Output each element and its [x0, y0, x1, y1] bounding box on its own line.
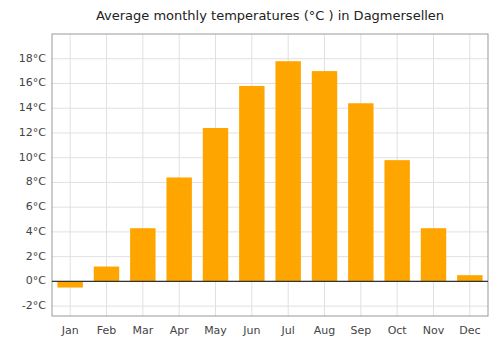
y-grid-line	[52, 306, 488, 307]
y-grid-line	[52, 207, 488, 208]
x-tick-label: Dec	[459, 324, 480, 337]
bar	[166, 177, 191, 281]
grid	[52, 34, 488, 316]
y-tick-label: 4°C	[26, 225, 46, 238]
bar	[275, 61, 300, 281]
x-tick-label: Jan	[61, 324, 79, 337]
x-tick-label: May	[204, 324, 227, 337]
chart: Average monthly temperatures (°C ) in Da…	[0, 0, 500, 350]
bar	[239, 86, 264, 281]
x-tick-label: Sep	[350, 324, 371, 337]
y-tick-label: -2°C	[22, 299, 46, 312]
bar	[94, 267, 119, 282]
x-tick-label: Apr	[170, 324, 190, 337]
y-tick-label: 0°C	[26, 274, 46, 287]
y-grid-line	[52, 58, 488, 59]
y-grid-line	[52, 157, 488, 158]
y-tick-label: 16°C	[19, 76, 46, 89]
x-tick-label: Oct	[388, 324, 408, 337]
y-grid-line	[52, 132, 488, 133]
y-tick-label: 12°C	[19, 126, 46, 139]
y-grid-line	[52, 108, 488, 109]
bar	[421, 228, 446, 281]
bars	[57, 61, 482, 287]
x-grid-line	[469, 34, 470, 316]
axes: -2°C 0°C 2°C 4°C 6°C 8°C 10°C 12°C 14°C 16°C 18°C J…	[19, 34, 488, 337]
bar	[203, 128, 228, 281]
y-tick-label: 6°C	[26, 200, 46, 213]
x-tick-label: Mar	[132, 324, 153, 337]
title: Average monthly temperatures (°C ) in Da…	[96, 8, 444, 23]
bar	[312, 71, 337, 281]
y-tick-label: 2°C	[26, 250, 46, 263]
y-tick-label: 18°C	[19, 52, 46, 65]
y-tick-label: 14°C	[19, 101, 46, 114]
x-tick-label: Feb	[97, 324, 116, 337]
baseline	[52, 281, 488, 282]
bar	[457, 275, 482, 281]
x-tick-label: Jun	[242, 324, 260, 337]
y-tick-label: 8°C	[26, 175, 46, 188]
bar	[384, 160, 409, 281]
x-grid-line	[70, 34, 71, 316]
y-grid-line	[52, 83, 488, 84]
x-tick-label: Aug	[314, 324, 335, 337]
bar	[57, 281, 82, 287]
y-grid-line	[52, 182, 488, 183]
x-tick-label: Jul	[281, 324, 295, 337]
bar	[130, 228, 155, 281]
plot-frame	[52, 34, 488, 316]
x-tick-label: Nov	[423, 324, 445, 337]
y-grid-line	[52, 281, 488, 282]
bar	[348, 103, 373, 281]
chart-container: Average monthly temperatures (°C ) in Da…	[0, 0, 500, 350]
y-tick-label: 10°C	[19, 151, 46, 164]
